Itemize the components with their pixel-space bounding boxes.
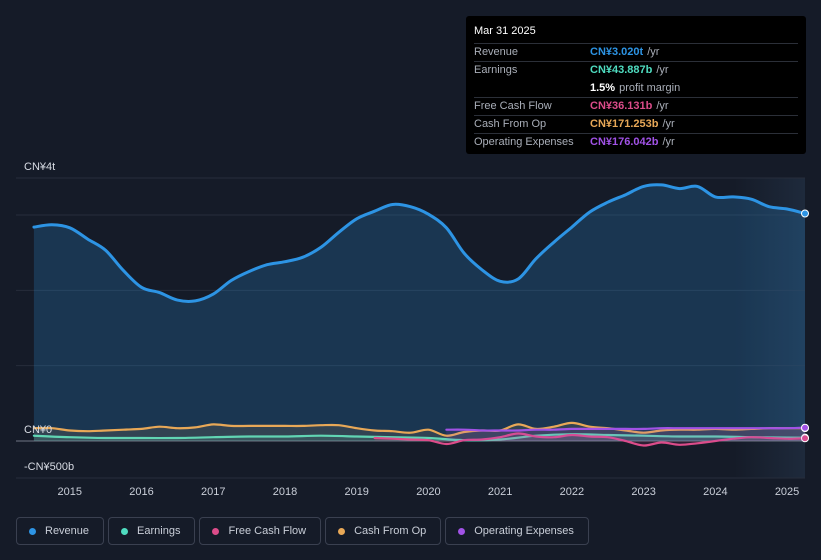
tooltip-row-value: CN¥43.887b [590, 64, 653, 77]
series-opex-endpoint[interactable] [801, 423, 809, 432]
tooltip-row: Operating Expenses CN¥176.042b/yr [474, 133, 798, 151]
series-opex [445, 423, 809, 441]
tooltip-row-label: Revenue [474, 46, 519, 58]
legend-item-free-cash-flow[interactable]: Free Cash Flow [199, 517, 322, 545]
tooltip-row: Earnings CN¥43.887b/yr [474, 61, 798, 79]
tooltip-row-value: CN¥3.020t [590, 46, 644, 58]
legend-label: Revenue [45, 525, 90, 537]
tooltip-row-label: Operating Expenses [474, 136, 574, 149]
tooltip-row-unit: /yr [647, 46, 660, 58]
tooltip-row-label: Cash From Op [474, 118, 547, 131]
tooltip-row-value: CN¥176.042b [590, 136, 659, 149]
legend-dot-icon [212, 527, 220, 535]
y-axis-label: CN¥4t [24, 161, 55, 173]
legend-dot-icon [121, 527, 129, 535]
legend-item-operating-expenses[interactable]: Operating Expenses [445, 517, 589, 545]
tooltip-row-unit: /yr [656, 99, 669, 112]
x-tick-label: 2015 [58, 486, 82, 498]
tooltip-panel: Mar 31 2025 Revenue CN¥3.020t/yr Earnings C… [466, 16, 806, 154]
series-revenue-line [32, 183, 807, 303]
tooltip-date: Mar 31 2025 [474, 25, 536, 37]
legend-dot-icon [338, 527, 346, 535]
tooltip-row-value: 1.5% [590, 81, 616, 94]
axis-labels: CN¥4t CN¥0 -CN¥500b 2015 2016 2017 2018 2019 202… [24, 161, 799, 498]
y-axis-label: -CN¥500b [24, 461, 74, 473]
tooltip-row: Free Cash Flow CN¥36.131b/yr [474, 96, 798, 115]
x-tick-label: 2021 [488, 486, 512, 498]
tooltip-row: 1.5% profit margin [474, 80, 798, 97]
y-axis-label: CN¥0 [24, 424, 52, 436]
series-fcf-line [373, 432, 807, 447]
legend-dot-icon [29, 527, 36, 535]
tooltip-row-label: Earnings [474, 64, 518, 77]
series-earnings-line [32, 433, 807, 442]
tooltip-row-unit: /yr [662, 118, 675, 131]
series-revenue-area [33, 184, 805, 441]
tooltip-row: Revenue CN¥3.020t/yr [474, 43, 798, 61]
x-tick-label: 2019 [344, 486, 368, 498]
series-fcf-endpoint[interactable] [801, 434, 809, 443]
legend-dot-icon [458, 527, 466, 535]
tooltip-row-unit: /yr [656, 64, 669, 77]
legend-item-earnings[interactable]: Earnings [108, 517, 196, 545]
legend-label: Operating Expenses [474, 525, 574, 537]
x-tick-label: 2025 [775, 486, 799, 498]
tooltip-row-unit: profit margin [619, 81, 681, 94]
legend: Revenue Earnings Free Cash Flow Cash From O… [16, 517, 589, 545]
series-layer [32, 183, 809, 447]
series-opex-area [446, 427, 805, 441]
legend-label: Earnings [137, 525, 181, 537]
tooltip-rows: Revenue CN¥3.020t/yr Earnings CN¥43.887b/yr… [474, 43, 798, 152]
series-revenue [32, 183, 809, 441]
x-tick-label: 2018 [273, 486, 297, 498]
series-cfo-line [32, 421, 807, 437]
series-fcf [373, 432, 809, 447]
tooltip-row-label [474, 80, 590, 97]
x-tick-label: 2017 [201, 486, 225, 498]
tooltip-row-value: CN¥171.253b [590, 118, 659, 131]
legend-item-cash-from-op[interactable]: Cash From Op [325, 517, 442, 545]
legend-item-revenue[interactable]: Revenue [16, 517, 105, 545]
tooltip-row-value: CN¥36.131b [590, 99, 653, 112]
x-tick-label: 2022 [560, 486, 584, 498]
tooltip-row-label: Free Cash Flow [474, 99, 552, 112]
series-revenue-endpoint[interactable] [801, 209, 809, 218]
x-tick-label: 2023 [631, 486, 655, 498]
series-opex-line [445, 426, 807, 432]
x-tick-label: 2016 [129, 486, 153, 498]
x-tick-label: 2024 [703, 486, 727, 498]
legend-label: Free Cash Flow [228, 525, 307, 537]
legend-label: Cash From Op [354, 525, 427, 537]
x-tick-label: 2020 [416, 486, 440, 498]
tooltip-row-unit: /yr [662, 136, 675, 149]
tooltip-row: Cash From Op CN¥171.253b/yr [474, 115, 798, 133]
